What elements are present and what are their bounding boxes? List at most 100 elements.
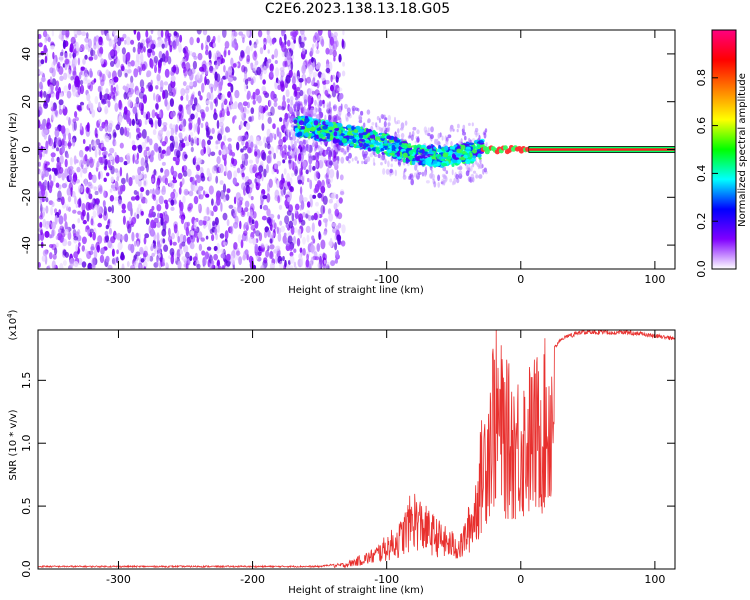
noise-blob (250, 224, 256, 231)
noise-blob (145, 146, 150, 151)
noise-blob (190, 230, 195, 236)
noise-blob (45, 34, 50, 42)
noise-blob (281, 106, 285, 111)
noise-blob (218, 163, 224, 174)
noise-blob (312, 194, 317, 199)
noise-blob (293, 235, 296, 245)
noise-blob (81, 202, 86, 212)
haze-blob (449, 178, 453, 183)
noise-blob (182, 234, 187, 244)
noise-blob (51, 111, 55, 121)
noise-blob (54, 208, 58, 214)
noise-blob (66, 187, 71, 196)
noise-blob (127, 201, 133, 212)
noise-blob (206, 127, 211, 136)
noise-blob (287, 235, 293, 244)
noise-blob (88, 100, 92, 109)
noise-blob (269, 69, 274, 78)
haze-blob (472, 170, 477, 174)
noise-blob (165, 150, 169, 157)
noise-blob (119, 126, 125, 136)
noise-blob (54, 214, 58, 225)
signal-blob (426, 145, 432, 150)
haze-blob (462, 124, 466, 130)
noise-blob (75, 203, 79, 208)
noise-blob (333, 56, 336, 62)
carrier-core (528, 148, 675, 151)
signal-blob (446, 155, 452, 160)
haze-blob (410, 174, 414, 180)
noise-blob (115, 58, 121, 69)
noise-blob (38, 181, 42, 187)
noise-blob (338, 53, 342, 63)
haze-blob (474, 127, 479, 133)
signal-blob (374, 140, 379, 145)
noise-blob (277, 105, 282, 110)
noise-blob (322, 195, 328, 205)
signal-blob (441, 162, 448, 167)
noise-blob (154, 248, 158, 255)
noise-blob (81, 104, 84, 110)
noise-blob (158, 110, 162, 119)
noise-blob (242, 254, 246, 261)
haze-blob (294, 148, 297, 156)
haze-blob (345, 117, 349, 122)
noise-blob (197, 117, 201, 126)
noise-blob (185, 51, 189, 61)
noise-blob (82, 139, 86, 144)
noise-blob (333, 31, 338, 38)
noise-blob (284, 215, 290, 225)
signal-blob (424, 148, 430, 152)
noise-blob (131, 231, 135, 242)
noise-blob (94, 190, 99, 196)
noise-blob (278, 204, 283, 210)
noise-blob (211, 234, 215, 242)
noise-blob (123, 161, 128, 166)
noise-blob (247, 77, 252, 82)
haze-blob (468, 122, 471, 126)
haze-blob (372, 157, 375, 164)
noise-blob (208, 222, 212, 231)
noise-blob (153, 142, 159, 152)
haze-blob (285, 117, 288, 123)
haze-blob (290, 139, 294, 146)
noise-blob (59, 262, 64, 269)
haze-blob (479, 163, 484, 169)
noise-blob (188, 190, 194, 197)
haze-blob (320, 140, 323, 145)
noise-blob (161, 43, 165, 49)
haze-blob (302, 145, 307, 153)
signal-blob (383, 139, 388, 145)
noise-blob (178, 113, 183, 122)
noise-blob (160, 80, 164, 90)
noise-blob (107, 206, 112, 213)
noise-blob (100, 58, 105, 65)
noise-blob (244, 249, 249, 256)
haze-blob (485, 170, 488, 175)
signal-blob (301, 125, 305, 130)
noise-blob (135, 111, 138, 122)
noise-blob (68, 132, 72, 141)
haze-blob (397, 128, 400, 134)
noise-blob (216, 195, 221, 206)
noise-blob (132, 154, 135, 164)
haze-blob (334, 146, 338, 152)
noise-blob (267, 111, 273, 117)
signal-blob (349, 144, 354, 147)
noise-blob (122, 33, 127, 39)
noise-blob (150, 59, 154, 69)
noise-blob (331, 44, 335, 52)
noise-blob (38, 142, 41, 147)
haze-blob (318, 99, 323, 107)
noise-blob (245, 109, 250, 114)
noise-blob (43, 129, 49, 134)
noise-blob (38, 233, 41, 242)
noise-blob (259, 47, 264, 55)
noise-blob (269, 262, 275, 269)
haze-blob (483, 132, 487, 139)
y-tick-label: -20 (20, 188, 33, 206)
noise-blob (311, 43, 315, 49)
noise-blob (283, 232, 287, 237)
noise-blob (131, 118, 135, 126)
noise-blob (284, 259, 287, 268)
